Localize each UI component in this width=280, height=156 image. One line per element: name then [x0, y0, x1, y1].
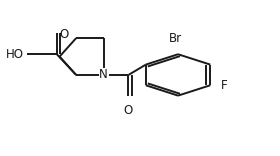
Text: HO: HO	[6, 48, 24, 61]
Text: O: O	[60, 28, 69, 41]
Text: O: O	[124, 104, 133, 117]
Text: N: N	[99, 68, 108, 81]
Text: F: F	[221, 79, 228, 92]
Text: Br: Br	[169, 32, 182, 45]
